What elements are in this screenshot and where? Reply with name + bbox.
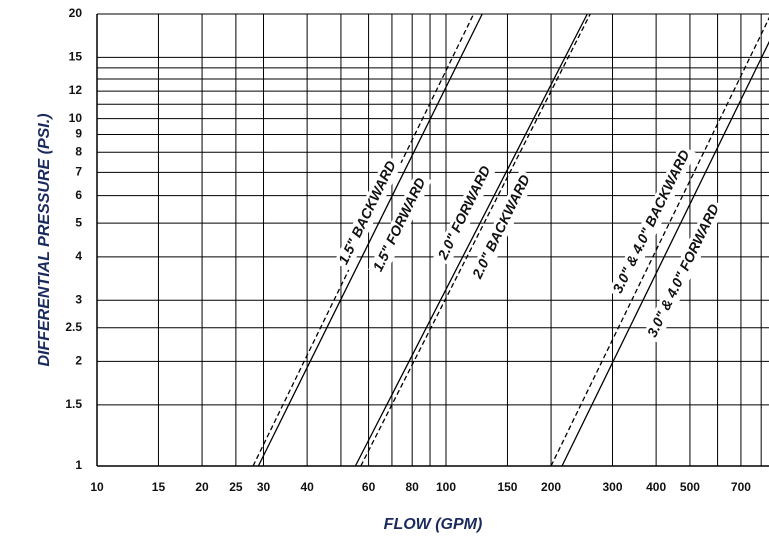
series-line	[257, 13, 483, 467]
x-tick-label: 10	[90, 480, 104, 494]
y-tick-label: 10	[69, 111, 83, 125]
y-tick-label: 12	[69, 83, 83, 97]
x-tick-label: 25	[229, 480, 243, 494]
series-line	[550, 16, 769, 467]
y-tick-label: 3	[75, 292, 82, 306]
y-tick-label: 15	[69, 50, 83, 64]
y-tick-label: 1.5	[65, 397, 82, 411]
label-background	[467, 169, 537, 285]
x-tick-label: 400	[646, 480, 666, 494]
y-tick-label: 6	[75, 188, 82, 202]
y-tick-label: 4	[75, 249, 82, 263]
y-tick-label: 9	[75, 127, 82, 141]
x-tick-label: 15	[152, 480, 166, 494]
x-tick-label: 30	[257, 480, 271, 494]
y-tick-label: 2	[75, 354, 82, 368]
x-tick-label: 20	[195, 480, 209, 494]
series-line	[561, 40, 769, 467]
x-tick-label: 500	[680, 480, 700, 494]
y-tick-label: 5	[75, 215, 82, 229]
series-line	[360, 13, 591, 467]
x-tick-label: 40	[300, 480, 314, 494]
x-tick-label: 300	[602, 480, 622, 494]
series-line	[354, 13, 588, 467]
x-tick-label: 100	[436, 480, 456, 494]
x-tick-label: 200	[541, 480, 561, 494]
y-tick-label: 8	[75, 144, 82, 158]
label-background	[333, 155, 403, 271]
y-axis-title: DIFFERENTIAL PRESSURE (PSI.)	[36, 113, 53, 366]
y-tick-label: 7	[75, 165, 82, 179]
x-tick-label: 700	[731, 480, 751, 494]
label-background	[368, 172, 432, 278]
x-tick-label: 150	[497, 480, 517, 494]
x-tick-label: 80	[405, 480, 419, 494]
x-tick-label: 60	[362, 480, 376, 494]
y-tick-label: 20	[69, 6, 83, 20]
y-tick-label: 2.5	[65, 320, 82, 334]
label-background	[433, 160, 497, 266]
y-tick-label: 1	[75, 458, 82, 472]
x-axis-title: FLOW (GPM)	[384, 516, 483, 533]
label-background	[642, 198, 726, 344]
label-background	[608, 144, 696, 300]
